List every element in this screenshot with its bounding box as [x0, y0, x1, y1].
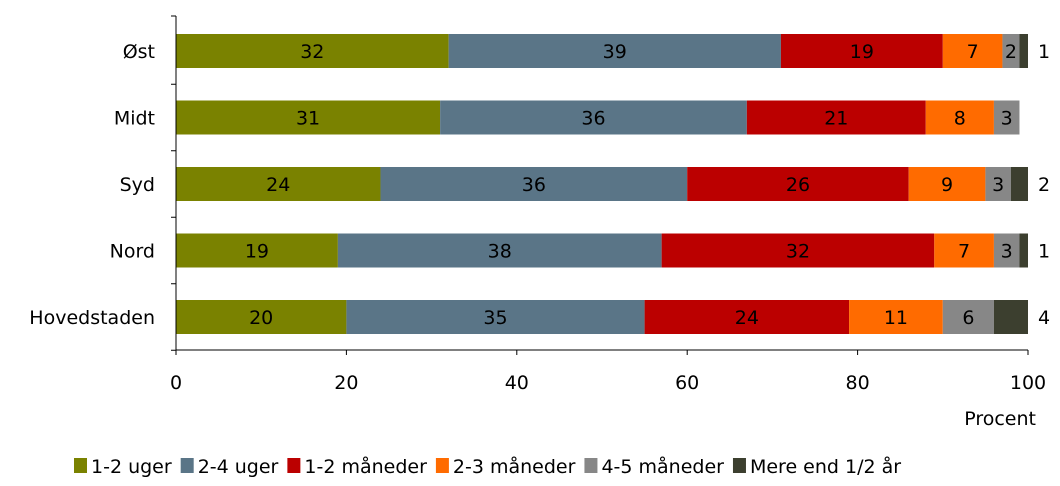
bar-hovedstaden-4-5-maneder: [942, 300, 994, 334]
x-tick-label-0: 0: [170, 372, 182, 394]
legend-label-1-2-maneder: 1-2 måneder: [304, 455, 427, 478]
data-label-syd-1-2-uger: 24: [266, 174, 290, 196]
data-label-hovedstaden-2-3-maneder: 11: [884, 307, 908, 329]
data-label-nord-1-2-uger: 19: [245, 241, 269, 263]
data-label-syd-4-5-maneder: 3: [992, 174, 1004, 196]
bar-nord-2-4-uger: [337, 233, 662, 268]
category-label-nord: Nord: [110, 241, 155, 263]
data-label-hovedstaden-mere-end-1-2-ar: 4: [1038, 307, 1050, 329]
bar-midt-4-5-maneder: [993, 100, 1020, 135]
bar-ost-1-2-uger: [176, 34, 449, 68]
x-tick-label-20: 20: [334, 372, 358, 394]
bar-hovedstaden-mere-end-1-2-ar: [993, 300, 1028, 334]
bar-ost-mere-end-1-2-ar: [1019, 34, 1028, 68]
data-label-nord-mere-end-1-2-ar: 1: [1038, 241, 1050, 263]
axes-layer: Øst Midt Syd Nord Hovedstaden 0 20 40 60 80 100: [29, 15, 1046, 394]
data-label-midt-4-5-maneder: 3: [1001, 108, 1013, 130]
data-label-midt-1-2-maneder: 21: [824, 108, 848, 130]
bar-syd-mere-end-1-2-ar: [1010, 167, 1028, 201]
bar-nord-2-3-maneder: [934, 233, 994, 268]
bar-syd-2-3-maneder: [908, 167, 986, 201]
legend-label-4-5-maneder: 4-5 måneder: [601, 455, 724, 478]
data-label-syd-mere-end-1-2-ar: 2: [1038, 174, 1050, 196]
bar-labels-layer: 32 39 19 7 2 131 36 21 8 324 36 26 9 3 219 38 32 7 3 120 35 2…: [245, 41, 1050, 329]
bar-nord-mere-end-1-2-ar: [1019, 233, 1028, 268]
bar-ost-4-5-maneder: [1002, 34, 1020, 68]
data-label-ost-1-2-uger: 32: [300, 41, 324, 63]
data-label-syd-2-4-uger: 36: [522, 174, 546, 196]
bar-syd-2-4-uger: [380, 167, 688, 201]
legend-label-1-2-uger: 1-2 uger: [91, 456, 172, 478]
category-label-hovedstaden: Hovedstaden: [29, 307, 155, 329]
data-label-hovedstaden-1-2-maneder: 24: [735, 307, 759, 329]
data-label-ost-2-3-maneder: 7: [967, 41, 979, 63]
data-label-hovedstaden-2-4-uger: 35: [483, 307, 507, 329]
bar-midt-1-2-uger: [176, 100, 441, 135]
bar-ost-2-4-uger: [448, 34, 781, 68]
data-label-hovedstaden-1-2-uger: 20: [249, 307, 273, 329]
legend-swatch-2-4-uger: [180, 458, 194, 473]
legend: 1-2 uger 2-4 uger 1-2 måneder 2-3 måneder 4-…: [74, 455, 901, 478]
legend-swatch-mere-end-1-2-ar: [732, 458, 746, 473]
legend-swatch-1-2-uger: [74, 458, 87, 473]
bar-midt-2-4-uger: [440, 100, 747, 135]
legend-label-2-3-maneder: 2-3 måneder: [453, 455, 576, 478]
x-tick-label-60: 60: [675, 372, 699, 394]
bar-nord-1-2-uger: [176, 233, 338, 268]
bar-hovedstaden-1-2-uger: [176, 300, 347, 334]
legend-swatch-2-3-maneder: [435, 458, 449, 473]
data-label-midt-2-3-maneder: 8: [954, 108, 966, 130]
x-tick-label-80: 80: [846, 372, 870, 394]
data-label-ost-4-5-maneder: 2: [1005, 41, 1017, 63]
data-label-syd-2-3-maneder: 9: [941, 174, 953, 196]
legend-label-mere-end-1-2-ar: Mere end 1/2 år: [750, 455, 901, 478]
data-label-nord-1-2-maneder: 32: [786, 241, 810, 263]
data-label-syd-1-2-maneder: 26: [786, 174, 810, 196]
data-label-hovedstaden-4-5-maneder: 6: [962, 307, 974, 329]
bar-nord-4-5-maneder: [993, 233, 1020, 268]
bar-hovedstaden-1-2-maneder: [644, 300, 850, 334]
bar-midt-2-3-maneder: [925, 100, 994, 135]
bar-syd-1-2-maneder: [687, 167, 909, 201]
bar-hovedstaden-2-4-uger: [346, 300, 645, 334]
data-label-ost-mere-end-1-2-ar: 1: [1038, 41, 1050, 63]
bar-hovedstaden-2-3-maneder: [849, 300, 943, 334]
x-axis-title: Procent: [964, 408, 1036, 430]
bar-ost-1-2-maneder: [780, 34, 943, 68]
data-label-nord-4-5-maneder: 3: [1001, 241, 1013, 263]
data-label-ost-1-2-maneder: 19: [850, 41, 874, 63]
data-label-midt-2-4-uger: 36: [581, 108, 605, 130]
data-label-midt-1-2-uger: 31: [296, 108, 320, 130]
bar-nord-1-2-maneder: [661, 233, 935, 268]
legend-label-2-4-uger: 2-4 uger: [198, 456, 279, 478]
data-label-ost-2-4-uger: 39: [603, 41, 627, 63]
x-tick-label-40: 40: [505, 372, 529, 394]
x-tick-label-100: 100: [1010, 372, 1046, 394]
category-label-ost: Øst: [123, 41, 155, 63]
category-label-midt: Midt: [114, 108, 155, 130]
bar-ost-2-3-maneder: [942, 34, 1003, 68]
bar-midt-1-2-maneder: [746, 100, 926, 135]
legend-swatch-1-2-maneder: [287, 458, 301, 473]
bars-layer: [176, 34, 1028, 334]
legend-swatch-4-5-maneder: [584, 458, 598, 473]
bar-syd-1-2-uger: [176, 167, 381, 201]
data-label-nord-2-3-maneder: 7: [958, 241, 970, 263]
bar-syd-4-5-maneder: [985, 167, 1011, 201]
data-label-nord-2-4-uger: 38: [488, 241, 512, 263]
category-label-syd: Syd: [120, 174, 155, 196]
